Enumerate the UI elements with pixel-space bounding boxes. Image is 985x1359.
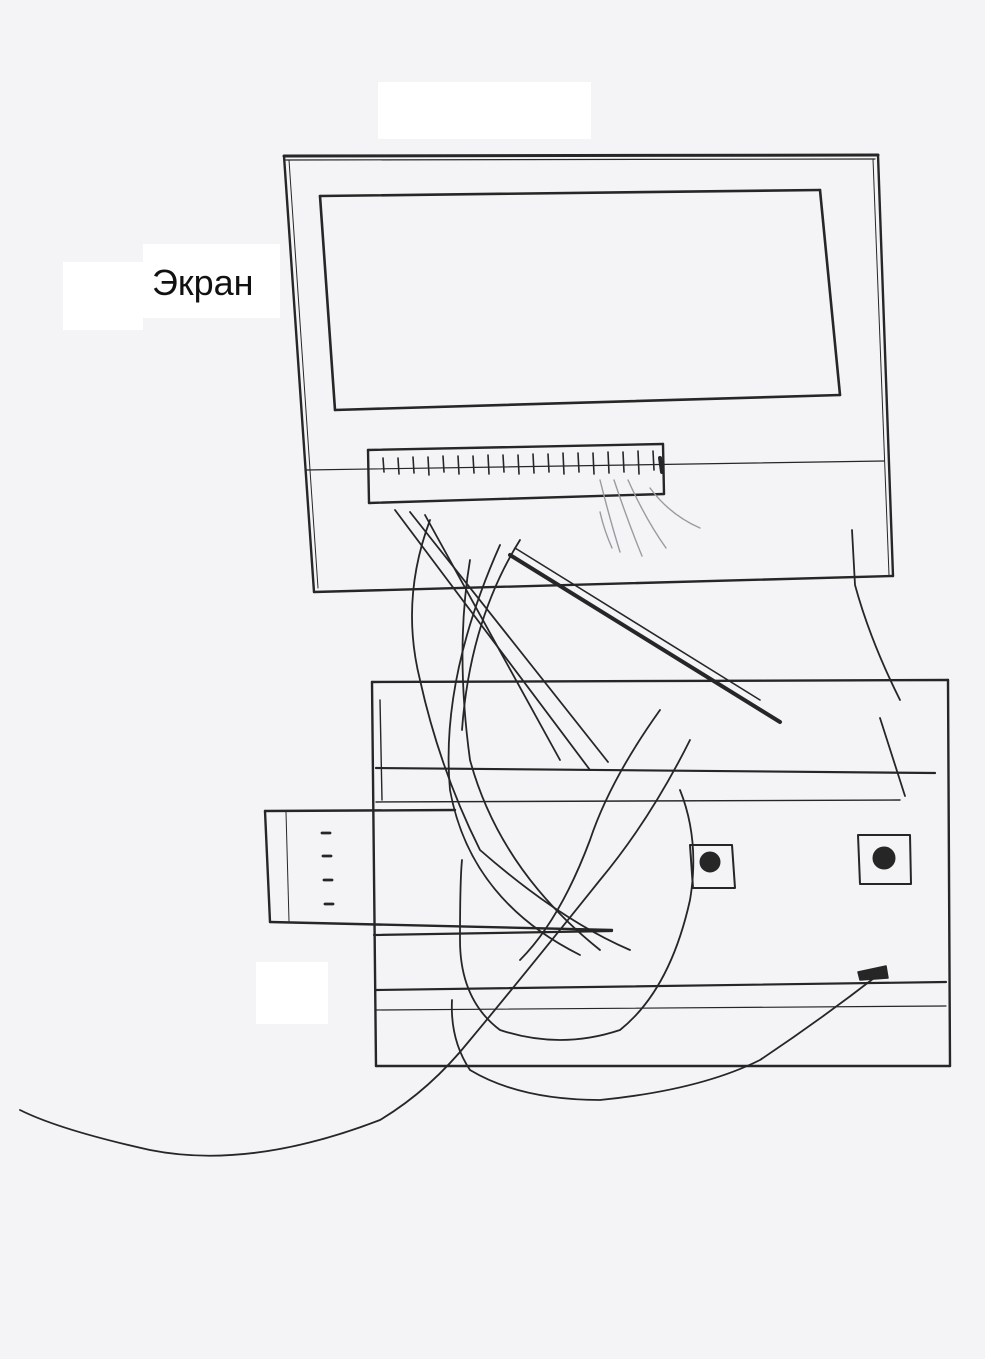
sketch-shading [599, 479, 701, 557]
wires [19, 509, 906, 1157]
knob-panel-left [689, 844, 736, 889]
jack-port [857, 965, 889, 981]
screen-panel [318, 188, 842, 412]
knob-panel-right [857, 834, 912, 885]
side-card [263, 808, 614, 932]
mask-label-band [143, 244, 280, 318]
base-unit [370, 678, 952, 1068]
monitor-frame [282, 153, 895, 594]
mask-bottom [256, 962, 328, 1024]
ribbon-connector [366, 442, 666, 505]
screen-label: Экран [152, 262, 254, 303]
mask-top [378, 82, 591, 139]
mask-left [63, 262, 143, 330]
